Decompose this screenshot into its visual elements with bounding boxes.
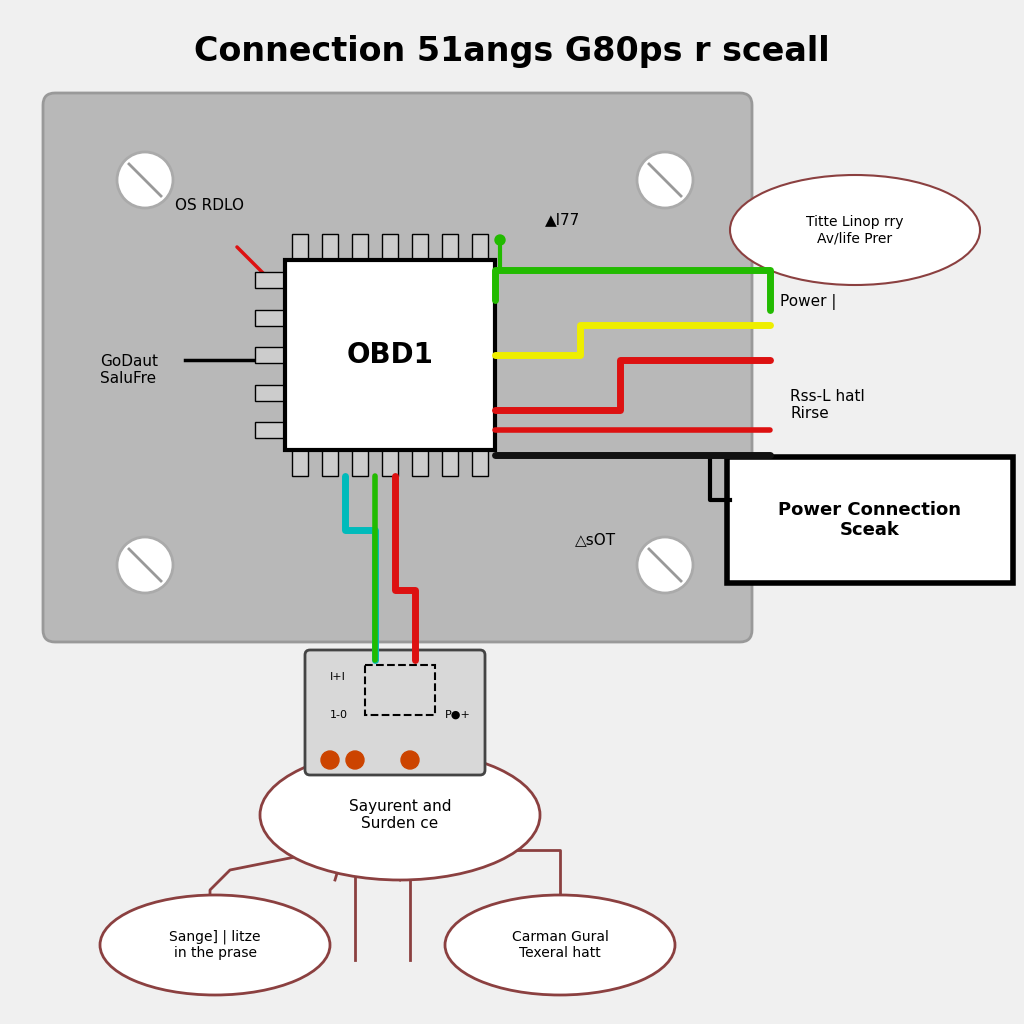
- Text: Connection 51angs G80ps r sceall: Connection 51angs G80ps r sceall: [195, 36, 829, 69]
- Text: OS RDLO: OS RDLO: [175, 198, 244, 213]
- FancyBboxPatch shape: [352, 234, 368, 260]
- FancyBboxPatch shape: [322, 450, 338, 476]
- Ellipse shape: [445, 895, 675, 995]
- FancyBboxPatch shape: [382, 450, 398, 476]
- FancyBboxPatch shape: [382, 234, 398, 260]
- Circle shape: [117, 152, 173, 208]
- FancyBboxPatch shape: [412, 234, 428, 260]
- FancyBboxPatch shape: [442, 234, 458, 260]
- Circle shape: [346, 751, 364, 769]
- Circle shape: [495, 234, 505, 245]
- Ellipse shape: [100, 895, 330, 995]
- FancyBboxPatch shape: [292, 234, 308, 260]
- Text: △sOT: △sOT: [575, 532, 616, 548]
- Text: Power Connection
Sceak: Power Connection Sceak: [778, 501, 962, 540]
- FancyBboxPatch shape: [412, 450, 428, 476]
- Ellipse shape: [260, 750, 540, 880]
- FancyBboxPatch shape: [285, 260, 495, 450]
- Text: P●+: P●+: [445, 710, 471, 720]
- Circle shape: [401, 751, 419, 769]
- FancyBboxPatch shape: [727, 457, 1013, 583]
- Text: Rss-L hatl
Rirse: Rss-L hatl Rirse: [790, 389, 864, 421]
- Text: 1-0: 1-0: [330, 710, 348, 720]
- FancyBboxPatch shape: [292, 450, 308, 476]
- FancyBboxPatch shape: [255, 309, 285, 326]
- FancyBboxPatch shape: [255, 422, 285, 438]
- Text: Sange] | litze
in the prase: Sange] | litze in the prase: [169, 930, 261, 961]
- Text: Power |: Power |: [780, 294, 837, 310]
- FancyBboxPatch shape: [255, 384, 285, 400]
- FancyBboxPatch shape: [442, 450, 458, 476]
- FancyBboxPatch shape: [322, 234, 338, 260]
- Circle shape: [637, 152, 693, 208]
- FancyBboxPatch shape: [472, 234, 488, 260]
- Text: Sayurent and
Surden ce: Sayurent and Surden ce: [349, 799, 452, 831]
- Text: Titte Linop rry
Av/life Prer: Titte Linop rry Av/life Prer: [806, 215, 904, 245]
- Text: OBD1: OBD1: [346, 341, 433, 369]
- Ellipse shape: [730, 175, 980, 285]
- FancyBboxPatch shape: [255, 272, 285, 288]
- Circle shape: [117, 537, 173, 593]
- FancyBboxPatch shape: [255, 347, 285, 362]
- FancyBboxPatch shape: [472, 450, 488, 476]
- FancyBboxPatch shape: [43, 93, 752, 642]
- Text: GoDaut
SaluFre: GoDaut SaluFre: [100, 354, 158, 386]
- FancyBboxPatch shape: [305, 650, 485, 775]
- Text: I+I: I+I: [330, 672, 346, 682]
- FancyBboxPatch shape: [352, 450, 368, 476]
- Text: Carman Gural
Texeral hatt: Carman Gural Texeral hatt: [512, 930, 608, 961]
- Circle shape: [637, 537, 693, 593]
- Text: ▲l77: ▲l77: [545, 213, 581, 227]
- Circle shape: [321, 751, 339, 769]
